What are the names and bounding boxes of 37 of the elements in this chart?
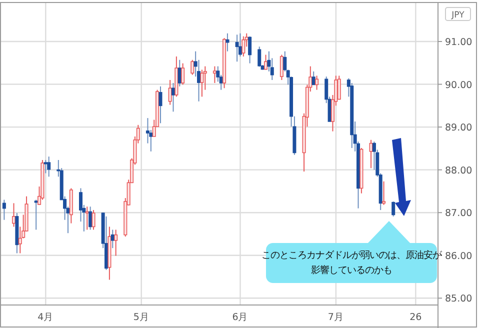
y-tick-label: 90.00 [445,80,472,91]
x-tick-label: 7月 [328,312,344,323]
annotation: このところカナダドルが弱いのは、原油安が影響しているのかも [260,249,443,278]
x-tick-label: 4月 [38,312,54,323]
candlestick [392,200,396,217]
candlestick [226,32,230,52]
candlestick [315,75,319,90]
candlestick [248,36,252,64]
candlestick [264,54,268,70]
candlestick [242,36,246,57]
y-tick-label: 88.00 [445,165,472,176]
y-tick-label: 91.00 [445,37,472,48]
y-tick-label: 87.00 [445,208,472,220]
x-tick-label: 6月 [232,312,248,323]
candlestick [158,86,162,124]
candlestick [168,79,172,106]
candlestick [190,59,194,76]
candlestick [200,69,204,98]
candlestick [2,199,6,220]
candlestick [114,229,118,256]
candlestick [171,82,176,112]
candlestick [235,34,239,62]
candlestick [92,210,96,230]
candlestick [280,54,284,80]
y-tick-label: 89.00 [445,122,472,134]
candlestick [181,62,185,86]
candlestick [312,70,316,86]
x-tick-label: 5月 [133,312,150,323]
y-tick-label: 86.00 [445,250,472,262]
x-tick-label: 26 [410,312,422,323]
y-tick-label: 85.00 [445,294,472,305]
candlestick [382,180,386,206]
candlestick [212,66,216,84]
candlestick [47,156,51,178]
candlestick [110,229,114,249]
candlestick [258,46,262,68]
y-axis-title: JPY [450,10,466,20]
